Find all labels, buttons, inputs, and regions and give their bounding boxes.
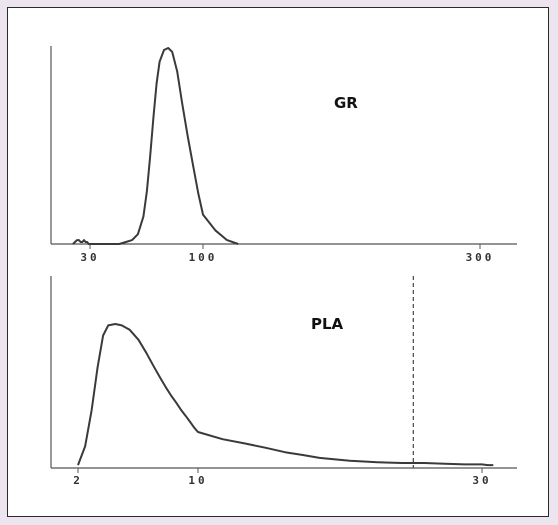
panel-2-x-tick-label: 10: [188, 474, 207, 487]
panel-2-distribution-curve: [77, 323, 494, 467]
panel-1-x-tick-label: 100: [189, 251, 218, 264]
panel-1-distribution-curve: [72, 47, 239, 245]
panel-1-title: GR: [334, 94, 358, 112]
chart-frame: 30 100 300 GR 2 10 30 PLA: [7, 7, 549, 517]
panel-2-title: PLA: [311, 315, 344, 333]
panel-1-x-tick-label: 300: [466, 251, 495, 264]
panel-2-x-tick-label: 2: [73, 474, 83, 487]
panel-1-x-tick-label: 30: [80, 251, 99, 264]
panel-2-x-tick-label: 30: [472, 474, 491, 487]
histogram-panels: 30 100 300 GR 2 10 30 PLA: [50, 46, 517, 487]
